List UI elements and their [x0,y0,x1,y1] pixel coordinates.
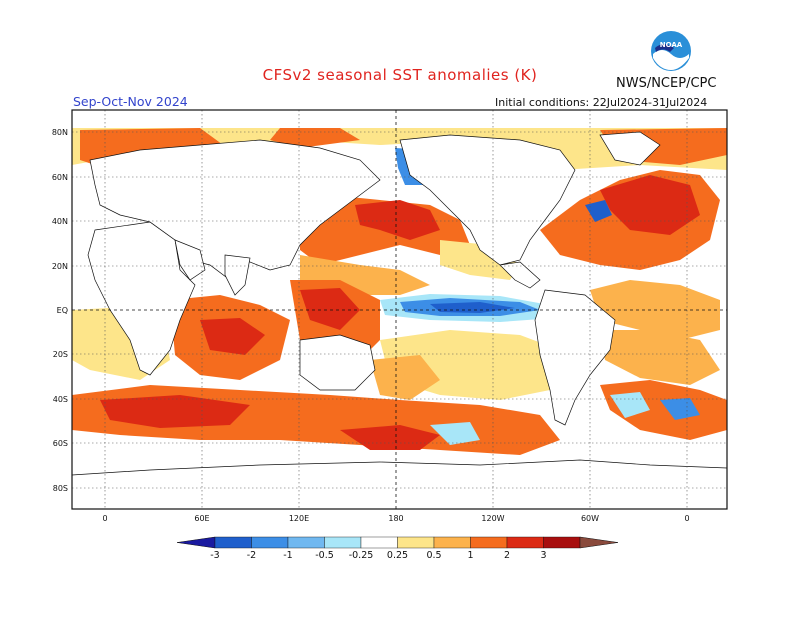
lat-label: EQ [57,306,68,315]
colorbar-swatch [433,536,471,549]
colorbar-label: -1 [283,550,292,561]
colorbar-label: -3 [210,550,219,561]
colorbar-label: -0.5 [315,550,334,561]
noaa-logo-icon: NOAA [651,31,691,71]
coastlines [72,131,727,509]
lat-label: 60N [52,173,68,182]
lon-label: 60W [581,514,599,523]
map-frame [71,109,728,510]
noaa-logo-text: NOAA [660,41,683,49]
longitude-axis: 0 60E 120E 180 120W 60W 0 [102,514,689,523]
colorbar-swatch [360,536,398,549]
colorbar-swatch [397,536,435,549]
colorbar-label: 3 [540,550,546,561]
lat-label: 20N [52,262,68,271]
graticule [72,110,727,509]
colorbar-swatch [506,536,544,549]
colorbar-label: -0.25 [349,550,374,561]
lat-label: 40S [53,395,68,404]
colorbar-swatch [214,536,252,549]
latitude-axis: 80N 60N 40N 20N EQ 20S 40S 60S 80S [52,128,68,493]
colorbar: -3 -2 -1 -0.5 -0.25 0.25 0.5 1 2 3 [176,536,619,561]
lon-label: 120W [481,514,504,523]
colorbar-label: -2 [247,550,256,561]
lat-label: 40N [52,217,68,226]
reference-lines [72,110,727,509]
agency-label: NWS/NCEP/CPC [616,76,717,91]
colorbar-swatch [543,536,581,549]
map-field [72,110,727,509]
colorbar-swatch [324,536,362,549]
lon-label: 0 [684,514,689,523]
lon-label: 180 [388,514,403,523]
colorbar-swatch [287,536,325,549]
lon-label: 0 [102,514,107,523]
colorbar-label: 0.25 [387,550,408,561]
season-label: Sep-Oct-Nov 2024 [73,94,188,109]
initial-conditions-label: Initial conditions: 22Jul2024-31Jul2024 [495,96,708,109]
lon-label: 60E [194,514,209,523]
colorbar-arrow-high [579,536,619,549]
colorbar-swatch [251,536,289,549]
colorbar-swatch [470,536,508,549]
map-title: CFSv2 seasonal SST anomalies (K) [262,66,538,84]
colorbar-label: 2 [504,550,510,561]
colorbar-label: 0.5 [426,550,441,561]
lat-label: 20S [53,350,68,359]
lon-label: 120E [289,514,309,523]
lat-label: 80S [53,484,68,493]
colorbar-label: 1 [467,550,473,561]
lat-label: 80N [52,128,68,137]
lat-label: 60S [53,439,68,448]
colorbar-arrow-low [176,536,216,549]
